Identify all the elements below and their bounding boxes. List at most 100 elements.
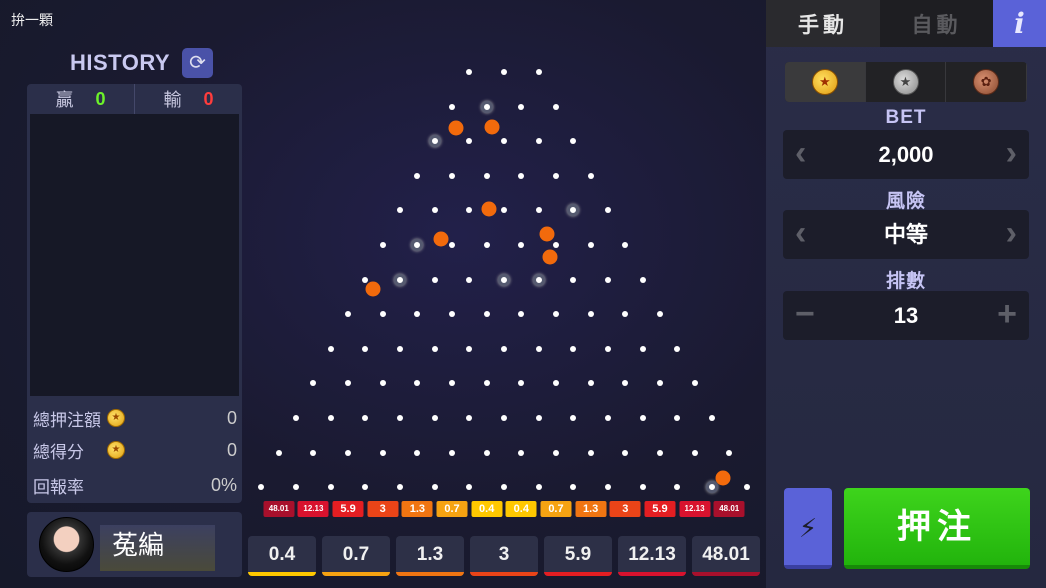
peg: [414, 172, 421, 179]
peg: [466, 207, 473, 214]
peg: [587, 380, 594, 387]
peg: [552, 380, 559, 387]
peg: [501, 69, 507, 75]
peg: [310, 380, 317, 387]
peg: [532, 273, 545, 286]
ball: [365, 281, 381, 297]
peg: [466, 69, 473, 75]
peg: [483, 172, 490, 179]
peg: [293, 484, 300, 491]
coin-selector: ★ ★ ✿: [785, 62, 1027, 102]
refresh-icon[interactable]: ⟳: [182, 48, 213, 78]
peg: [743, 484, 750, 491]
coin-option-gold[interactable]: ★: [785, 62, 866, 102]
gold-coin-icon: ★: [107, 409, 125, 427]
peg: [518, 311, 525, 318]
peg: [414, 311, 421, 318]
total-bet-label: 總押注額: [33, 410, 101, 430]
place-bet-button[interactable]: 押注: [844, 488, 1030, 569]
peg: [535, 415, 542, 421]
plus-icon[interactable]: +: [997, 295, 1017, 333]
peg: [726, 449, 733, 456]
peg: [466, 415, 473, 421]
peg: [656, 380, 663, 387]
peg: [708, 415, 715, 421]
ball: [715, 470, 731, 486]
rows-label: 排數: [885, 271, 926, 292]
peg: [622, 380, 629, 387]
peg: [518, 449, 525, 456]
tab-manual[interactable]: 手動: [766, 0, 880, 47]
multiplier-slot: 1.3: [401, 501, 433, 517]
payout-tile: 0.4: [248, 536, 316, 576]
history-list[interactable]: [30, 114, 239, 396]
peg: [466, 484, 473, 491]
peg: [552, 242, 559, 248]
peg: [362, 276, 369, 283]
peg: [674, 415, 681, 421]
ball: [484, 119, 500, 135]
peg: [587, 449, 594, 456]
gold-coin-icon: ★: [107, 441, 125, 459]
peg: [428, 135, 441, 148]
total-score-label: 總得分: [33, 442, 84, 462]
peg: [639, 276, 646, 283]
chevron-right-icon[interactable]: ›: [1005, 134, 1017, 172]
multiplier-slot: 0.7: [436, 501, 468, 517]
peg: [604, 207, 611, 214]
chevron-left-icon[interactable]: ‹: [795, 134, 807, 172]
peg: [567, 204, 580, 217]
multiplier-slot: 5.9: [332, 501, 364, 517]
peg: [604, 345, 611, 352]
peg: [639, 484, 646, 491]
peg: [431, 415, 438, 421]
peg: [552, 449, 559, 456]
peg: [656, 311, 663, 318]
peg: [639, 415, 646, 421]
avatar[interactable]: [39, 517, 94, 572]
peg: [379, 242, 386, 248]
peg: [518, 380, 525, 387]
peg: [397, 345, 404, 352]
multiplier-slot: 48.01: [263, 501, 295, 517]
info-button[interactable]: i: [993, 0, 1046, 47]
peg: [449, 103, 456, 110]
bronze-coin-icon: ✿: [973, 69, 1000, 95]
peg: [362, 345, 369, 352]
bet-value: 2,000: [878, 142, 934, 167]
peg: [397, 415, 404, 421]
peg: [431, 276, 438, 283]
coin-option-bronze[interactable]: ✿: [946, 62, 1027, 102]
peg: [379, 380, 386, 387]
return-rate-value: 0%: [210, 474, 237, 495]
minus-icon[interactable]: −: [795, 295, 815, 333]
tab-auto[interactable]: 自動: [880, 0, 993, 47]
chevron-right-icon[interactable]: ›: [1005, 214, 1017, 252]
peg: [622, 311, 629, 318]
peg: [518, 103, 525, 110]
peg: [379, 311, 386, 318]
peg: [570, 345, 577, 352]
total-bet-row: 總押注額 ★ 0: [33, 406, 237, 430]
chevron-left-icon[interactable]: ‹: [795, 214, 807, 252]
peg: [327, 345, 334, 352]
coin-option-silver[interactable]: ★: [866, 62, 947, 102]
peg: [535, 207, 542, 214]
peg: [345, 449, 352, 456]
peg: [691, 380, 698, 387]
total-score-value: 0: [226, 439, 237, 460]
peg: [411, 239, 424, 251]
peg: [394, 273, 407, 286]
ball: [448, 120, 464, 136]
peg: [293, 415, 300, 421]
peg: [604, 484, 611, 491]
turbo-button[interactable]: ⚡: [784, 488, 832, 569]
peg: [449, 172, 456, 179]
peg: [449, 311, 456, 318]
peg: [535, 69, 542, 75]
peg: [414, 380, 421, 387]
peg: [480, 100, 493, 113]
peg: [397, 207, 404, 214]
peg: [483, 449, 490, 456]
